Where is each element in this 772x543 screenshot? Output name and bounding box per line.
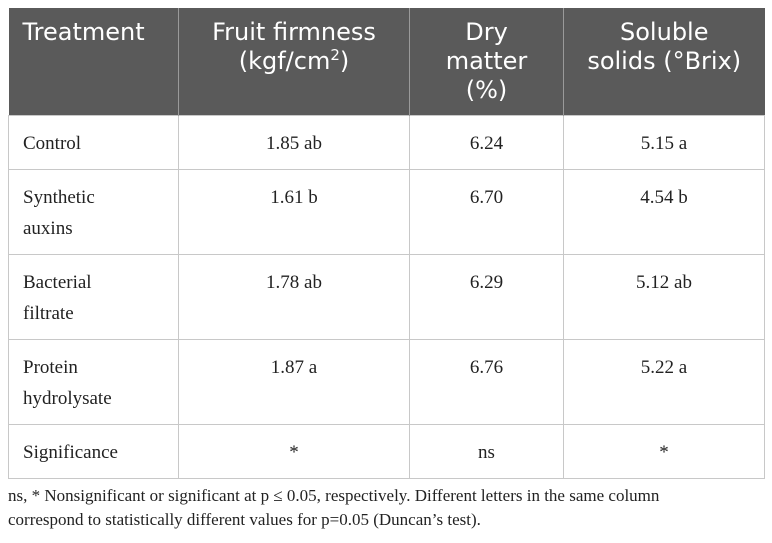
- header-dry-matter-line1: Dry: [465, 18, 508, 46]
- cell-treatment: Bacterial filtrate: [8, 254, 179, 340]
- cell-treatment-line1: Synthetic: [23, 187, 95, 208]
- table-row: Synthetic auxins 1.61 b 6.70 4.54 b: [8, 169, 765, 255]
- header-fruit-firmness-unit: (kgf/cm: [238, 47, 331, 75]
- cell-treatment: Synthetic auxins: [8, 169, 179, 255]
- header-fruit-firmness-line2: (kgf/cm2): [189, 47, 399, 76]
- table-row-significance: Significance * ns *: [8, 424, 765, 479]
- header-dry-matter-line3: (%): [465, 76, 508, 104]
- cell-firmness: 1.78 ab: [178, 254, 410, 340]
- cell-firmness: 1.87 a: [178, 339, 410, 425]
- results-table-container: Treatment Fruit firmness (kgf/cm2) Dry m…: [8, 8, 765, 479]
- cell-treatment-line1: Control: [23, 133, 82, 154]
- cell-dry-matter: 6.70: [409, 169, 564, 255]
- cell-soluble-solids: 4.54 b: [563, 169, 765, 255]
- header-dry-matter-line2: matter: [445, 47, 528, 75]
- header-dry-matter: Dry matter (%): [409, 8, 564, 116]
- cell-dry-matter: ns: [409, 424, 564, 479]
- cell-soluble-solids: 5.15 a: [563, 115, 765, 170]
- cell-soluble-solids: 5.12 ab: [563, 254, 765, 340]
- cell-treatment-line1: Significance: [23, 442, 118, 463]
- cell-dry-matter: 6.29: [409, 254, 564, 340]
- cell-dry-matter: 6.76: [409, 339, 564, 425]
- header-soluble-solids: Soluble solids (°Brix): [563, 8, 765, 116]
- table-row: Protein hydrolysate 1.87 a 6.76 5.22 a: [8, 339, 765, 425]
- header-soluble-solids-line1: Soluble: [620, 18, 709, 46]
- header-treatment-text: Treatment: [22, 18, 145, 46]
- cell-soluble-solids: *: [563, 424, 765, 479]
- table-row: Bacterial filtrate 1.78 ab 6.29 5.12 ab: [8, 254, 765, 340]
- cell-treatment-line2: filtrate: [23, 303, 74, 324]
- header-fruit-firmness: Fruit firmness (kgf/cm2): [178, 8, 410, 116]
- cell-treatment: Control: [8, 115, 179, 170]
- header-row: Treatment Fruit firmness (kgf/cm2) Dry m…: [8, 8, 765, 116]
- cell-treatment-line1: Bacterial: [23, 272, 92, 293]
- table-footnote: ns, * Nonsignificant or significant at p…: [8, 484, 768, 532]
- footnote-line1: ns, * Nonsignificant or significant at p…: [8, 486, 660, 505]
- results-table: Treatment Fruit firmness (kgf/cm2) Dry m…: [8, 8, 765, 479]
- header-treatment: Treatment: [8, 8, 179, 116]
- cell-firmness: *: [178, 424, 410, 479]
- cell-treatment-line2: auxins: [23, 218, 73, 239]
- cell-firmness: 1.61 b: [178, 169, 410, 255]
- header-soluble-solids-line2: solids (°Brix): [587, 47, 742, 75]
- cell-treatment: Protein hydrolysate: [8, 339, 179, 425]
- cell-treatment-line2: hydrolysate: [23, 388, 112, 409]
- table-row: Control 1.85 ab 6.24 5.15 a: [8, 115, 765, 170]
- cell-dry-matter: 6.24: [409, 115, 564, 170]
- header-fruit-firmness-line1: Fruit firmness: [212, 18, 376, 46]
- cell-treatment-line1: Protein: [23, 357, 78, 378]
- cell-soluble-solids: 5.22 a: [563, 339, 765, 425]
- header-fruit-firmness-unit-end: ): [339, 47, 350, 75]
- footnote-line2: correspond to statistically different va…: [8, 510, 481, 529]
- cell-firmness: 1.85 ab: [178, 115, 410, 170]
- cell-treatment: Significance: [8, 424, 179, 479]
- header-fruit-firmness-sup: 2: [330, 46, 340, 64]
